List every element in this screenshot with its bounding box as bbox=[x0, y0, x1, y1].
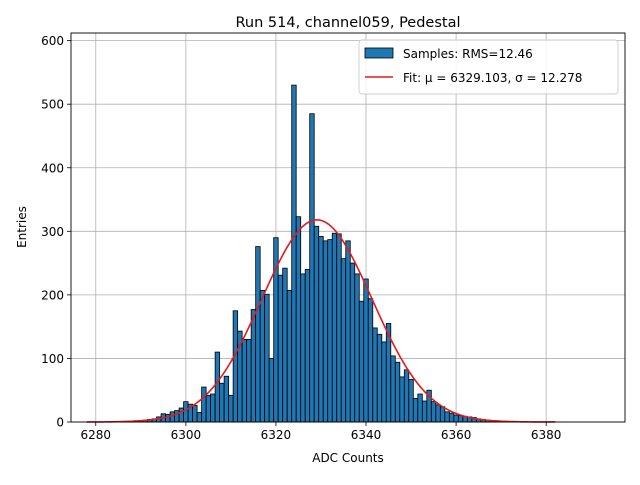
histogram-bar bbox=[322, 240, 329, 423]
histogram-bar bbox=[174, 410, 180, 423]
histogram-bar bbox=[430, 401, 437, 423]
legend-histogram-label: Samples: RMS=12.46 bbox=[403, 47, 533, 61]
histogram-bar bbox=[403, 369, 410, 423]
histogram-bar bbox=[331, 232, 338, 423]
histogram-bar bbox=[309, 113, 315, 423]
y-tick-label: 400 bbox=[41, 161, 64, 175]
y-tick-label: 600 bbox=[41, 34, 64, 48]
histogram-bar bbox=[295, 216, 302, 423]
histogram-bar bbox=[300, 273, 306, 423]
histogram-bar bbox=[444, 411, 450, 423]
histogram-bar bbox=[210, 393, 216, 423]
x-tick-label: 6380 bbox=[531, 428, 562, 442]
histogram-bar bbox=[399, 376, 405, 423]
y-tick-label: 0 bbox=[56, 416, 64, 430]
legend: Samples: RMS=12.46 Fit: μ = 6329.103, σ … bbox=[358, 39, 619, 95]
histogram-bar bbox=[363, 278, 369, 423]
x-axis-ticks: 6280 6300 6320 6340 6360 6380 bbox=[80, 422, 561, 442]
histogram-bar bbox=[376, 333, 383, 423]
histogram-bar bbox=[192, 405, 198, 423]
histogram-bar bbox=[453, 414, 459, 423]
x-tick-label: 6280 bbox=[80, 428, 111, 442]
histogram-bar bbox=[246, 338, 252, 423]
histogram-bar bbox=[390, 355, 396, 423]
y-axis-ticks: 0 100 200 300 400 500 600 bbox=[41, 34, 71, 430]
histogram-bar bbox=[255, 246, 261, 423]
y-axis-label: Entries bbox=[15, 206, 29, 248]
histogram-bar bbox=[178, 407, 185, 423]
histogram-bar bbox=[304, 269, 311, 423]
histogram-bar bbox=[196, 412, 203, 423]
histogram-bar bbox=[250, 309, 257, 423]
histogram-bar bbox=[457, 415, 464, 423]
histogram-bar bbox=[345, 240, 351, 423]
histogram-bar bbox=[286, 290, 293, 423]
histogram-bar bbox=[228, 394, 234, 423]
histogram-bar bbox=[264, 293, 270, 423]
x-axis-label: ADC Counts bbox=[312, 451, 384, 465]
chart-title: Run 514, channel059, Pedestal bbox=[235, 15, 460, 31]
histogram-bar bbox=[394, 361, 401, 423]
x-tick-label: 6320 bbox=[261, 428, 292, 442]
histogram-bar bbox=[417, 393, 423, 423]
x-tick-label: 6340 bbox=[351, 428, 382, 442]
histogram-bar bbox=[291, 84, 297, 423]
histogram-bar bbox=[448, 412, 455, 423]
grid bbox=[71, 33, 625, 423]
histogram-bar bbox=[277, 274, 284, 423]
histogram-bar bbox=[214, 351, 221, 423]
histogram-bar bbox=[421, 400, 428, 423]
y-tick-label: 300 bbox=[41, 225, 64, 239]
histogram-bar bbox=[408, 379, 414, 423]
histogram-bar bbox=[367, 298, 374, 423]
y-tick-label: 100 bbox=[41, 352, 64, 366]
y-tick-label: 500 bbox=[41, 98, 64, 112]
legend-fit-label: Fit: μ = 6329.103, σ = 12.278 bbox=[403, 71, 582, 85]
histogram-bar bbox=[241, 338, 248, 423]
histogram-bar bbox=[354, 273, 360, 423]
histogram-bar bbox=[435, 404, 441, 423]
gaussian-fit-curve bbox=[86, 219, 556, 423]
histogram-bar bbox=[313, 225, 320, 423]
plot-frame bbox=[70, 32, 626, 423]
histogram-bar bbox=[381, 341, 387, 423]
legend-box bbox=[358, 39, 619, 95]
histogram-bar bbox=[223, 375, 230, 423]
histogram-bar bbox=[349, 262, 356, 423]
histogram-bar bbox=[318, 235, 324, 423]
y-tick-label: 200 bbox=[41, 288, 64, 302]
histogram-bar bbox=[268, 358, 275, 423]
histogram-bar bbox=[340, 258, 347, 423]
histogram-bar bbox=[205, 394, 212, 423]
histogram-bar bbox=[372, 327, 378, 423]
histogram-bar bbox=[201, 386, 207, 423]
histogram-bar bbox=[282, 267, 288, 423]
histogram-bar bbox=[412, 398, 419, 423]
histogram-bar bbox=[439, 406, 446, 423]
x-tick-label: 6300 bbox=[171, 428, 202, 442]
histogram-bar bbox=[336, 233, 342, 423]
legend-histogram-swatch bbox=[364, 47, 394, 59]
histogram-bar bbox=[232, 310, 239, 423]
histogram-bar bbox=[219, 382, 225, 423]
histogram-bar bbox=[327, 239, 333, 423]
histogram-bar bbox=[169, 411, 175, 423]
histogram-bar bbox=[183, 401, 189, 423]
histogram-bar bbox=[259, 290, 266, 423]
histogram-bar bbox=[358, 300, 365, 423]
x-tick-label: 6360 bbox=[441, 428, 472, 442]
